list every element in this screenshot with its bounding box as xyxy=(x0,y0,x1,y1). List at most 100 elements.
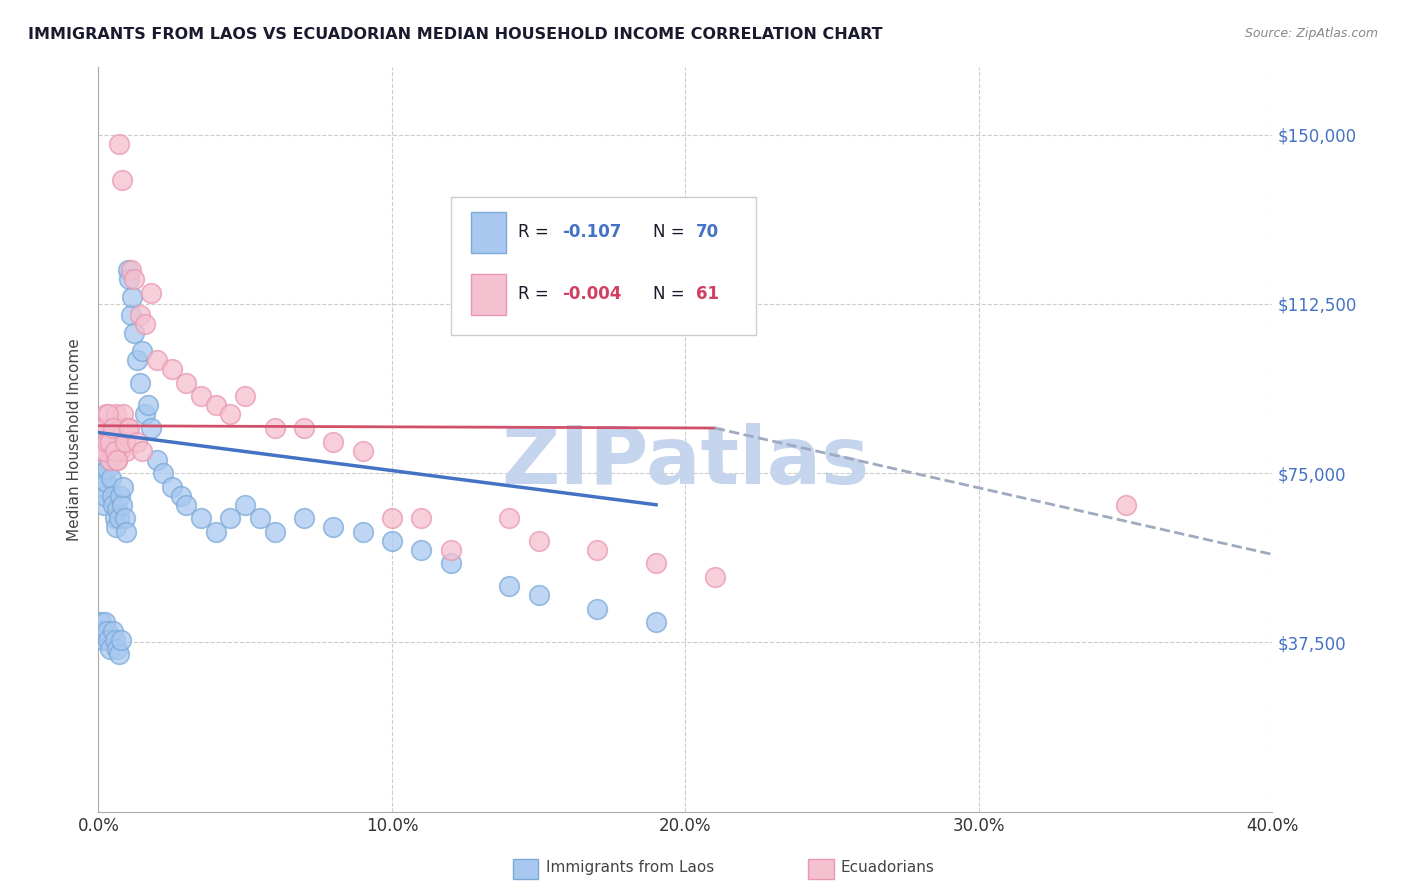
Point xyxy=(105,452,128,467)
Point xyxy=(146,353,169,368)
Point xyxy=(114,434,136,449)
Text: Source: ZipAtlas.com: Source: ZipAtlas.com xyxy=(1244,27,1378,40)
Point xyxy=(103,443,125,458)
Point xyxy=(190,389,212,403)
Point xyxy=(205,524,228,539)
Point xyxy=(703,570,725,584)
Point xyxy=(219,511,242,525)
Point xyxy=(101,624,124,639)
Point xyxy=(103,511,125,525)
Text: Immigrants from Laos: Immigrants from Laos xyxy=(546,861,714,875)
Point xyxy=(98,452,121,467)
Point xyxy=(91,633,114,648)
Point xyxy=(292,511,315,525)
Point xyxy=(263,421,285,435)
Point xyxy=(100,443,122,458)
Point xyxy=(100,471,122,485)
Point xyxy=(111,421,134,435)
Point xyxy=(136,399,159,413)
Point xyxy=(152,466,174,480)
Point xyxy=(90,452,112,467)
Point xyxy=(249,511,271,525)
Point xyxy=(91,443,114,458)
Point xyxy=(381,533,404,548)
Point xyxy=(96,434,118,449)
Point xyxy=(117,263,139,277)
Point xyxy=(411,542,433,557)
FancyBboxPatch shape xyxy=(450,197,756,335)
Point xyxy=(108,434,131,449)
Bar xyxy=(471,211,506,252)
Point xyxy=(263,524,285,539)
Point xyxy=(97,434,120,449)
Text: 61: 61 xyxy=(696,285,718,303)
Point xyxy=(440,542,463,557)
Point xyxy=(120,263,142,277)
Point xyxy=(100,489,122,503)
Point xyxy=(107,502,129,516)
Point xyxy=(89,434,111,449)
Point xyxy=(98,642,121,657)
Point xyxy=(107,452,129,467)
Bar xyxy=(808,859,834,879)
Text: N =: N = xyxy=(652,223,689,241)
Point xyxy=(91,443,114,458)
Point xyxy=(498,511,520,525)
Point xyxy=(498,579,520,593)
Point xyxy=(160,362,183,376)
Point xyxy=(219,408,242,422)
Text: 70: 70 xyxy=(696,223,718,241)
Point xyxy=(96,624,118,639)
Point xyxy=(352,443,374,458)
Point xyxy=(111,498,134,512)
Point xyxy=(233,498,256,512)
Text: R =: R = xyxy=(517,285,554,303)
Point xyxy=(1115,498,1137,512)
Point xyxy=(134,408,156,422)
Point xyxy=(110,489,132,503)
Text: ZIPatlas: ZIPatlas xyxy=(502,423,869,500)
Point xyxy=(89,434,111,449)
Point xyxy=(94,408,117,422)
Point xyxy=(110,443,132,458)
Text: -0.004: -0.004 xyxy=(562,285,621,303)
Text: N =: N = xyxy=(652,285,689,303)
Point xyxy=(93,498,115,512)
Point xyxy=(205,399,228,413)
Point xyxy=(103,434,125,449)
Point xyxy=(131,443,153,458)
Point xyxy=(103,633,125,648)
Point xyxy=(115,443,138,458)
Point xyxy=(440,557,463,571)
Point xyxy=(96,434,118,449)
Point xyxy=(91,434,114,449)
Point xyxy=(160,480,183,494)
Point xyxy=(122,272,145,286)
Point xyxy=(233,389,256,403)
Bar xyxy=(471,274,506,315)
Point xyxy=(94,475,117,490)
Point xyxy=(134,317,156,331)
Point xyxy=(90,421,112,435)
Point xyxy=(91,466,114,480)
Point xyxy=(131,344,153,359)
Point xyxy=(190,511,212,525)
Point xyxy=(93,421,115,435)
Point xyxy=(125,353,148,368)
Bar xyxy=(513,859,538,879)
Point xyxy=(94,443,117,458)
Point xyxy=(114,434,136,449)
Point xyxy=(108,647,131,661)
Point xyxy=(101,421,124,435)
Point xyxy=(93,421,115,435)
Point xyxy=(108,511,131,525)
Point xyxy=(93,480,115,494)
Point xyxy=(527,533,550,548)
Point xyxy=(586,601,609,615)
Point xyxy=(176,498,198,512)
Point xyxy=(128,308,150,322)
Point xyxy=(97,421,120,435)
Point xyxy=(98,434,121,449)
Text: -0.107: -0.107 xyxy=(562,223,621,241)
Point xyxy=(118,421,141,435)
